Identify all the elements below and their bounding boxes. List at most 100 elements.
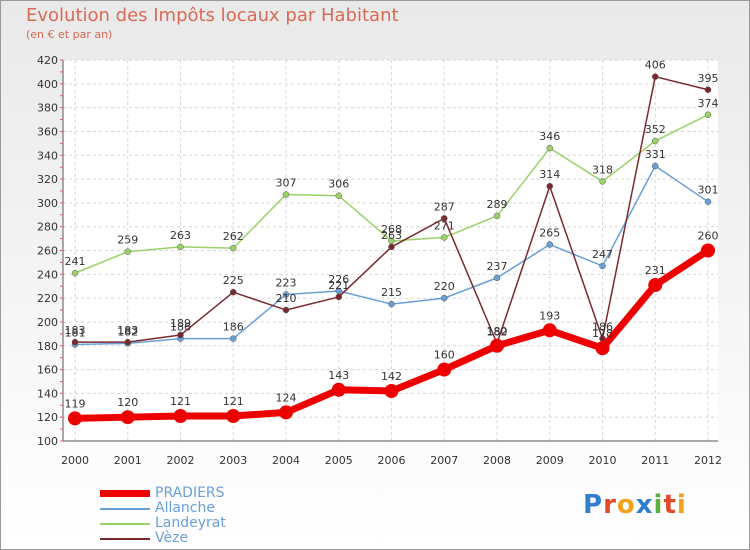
data-point [490,338,504,353]
y-tick-label: 220 [37,292,58,305]
y-tick-label: 320 [37,173,58,186]
data-label: 262 [223,230,244,243]
data-point [599,178,606,185]
data-point [120,410,135,425]
chart-subtitle: (en € et par an) [26,28,113,41]
data-point [71,338,79,346]
data-label: 331 [645,148,666,161]
data-point [177,331,184,339]
data-label: 289 [487,198,508,211]
data-label: 186 [592,321,613,334]
data-label: 189 [170,317,191,330]
data-point [384,383,399,398]
data-point [230,244,237,252]
proxiti-logo: Proxiti [583,490,687,520]
data-point [546,144,553,152]
x-tick-label: 2011 [641,454,669,467]
data-label: 186 [223,321,244,334]
data-label: 225 [223,274,244,287]
data-label: 182 [117,325,138,338]
data-label: 318 [592,163,613,176]
legend-swatch [100,508,150,510]
data-label: 210 [276,292,297,305]
y-tick-label: 340 [37,149,58,162]
legend-label: Vèze [155,530,189,546]
data-label: 346 [539,130,560,143]
data-point [441,234,448,241]
data-label: 121 [223,395,244,408]
data-point [173,408,188,423]
legend-swatch [100,490,150,497]
data-label: 223 [276,277,297,290]
data-point [331,382,346,397]
y-tick-label: 100 [37,435,58,448]
data-label: 265 [539,227,560,240]
data-label: 180 [487,325,508,338]
data-point [124,248,131,255]
data-point [599,262,606,270]
data-label: 263 [381,229,402,242]
data-label: 124 [276,391,297,404]
data-point [704,111,712,119]
data-point [546,182,553,190]
legend-item-pradiers: PRADIERS [100,485,330,501]
data-label: 181 [65,327,86,340]
data-label: 287 [434,200,455,213]
data-label: 215 [381,286,402,299]
legend-label: Allanche [155,500,215,516]
y-tick-label: 140 [37,387,58,400]
data-point [652,137,659,145]
y-tick-label: 280 [37,221,58,234]
y-tick-label: 200 [37,316,58,329]
data-label: 226 [328,273,349,286]
data-label: 142 [381,370,402,383]
data-point [652,162,659,170]
x-tick-label: 2002 [167,454,195,467]
y-tick-label: 240 [37,268,58,281]
legend-swatch [100,523,150,525]
y-tick-label: 160 [37,364,58,377]
data-point [493,274,501,282]
data-label: 259 [117,234,138,247]
data-point [71,269,79,277]
data-point [124,338,131,346]
x-tick-label: 2009 [536,454,564,467]
data-point [704,198,712,205]
data-point [542,323,557,338]
legend-label: Landeyrat [155,515,226,531]
data-label: 182 [487,325,508,338]
data-point [282,306,290,314]
x-tick-label: 2005 [325,454,353,467]
data-label: 237 [487,260,508,273]
data-point [388,243,395,251]
data-point [648,278,663,293]
data-label: 241 [65,255,86,268]
y-tick-label: 180 [37,340,58,353]
data-label: 119 [65,397,86,410]
data-label: 178 [592,327,613,340]
data-point [546,241,553,248]
data-point [282,291,290,298]
data-point [652,73,659,80]
data-label: 263 [170,229,191,242]
data-label: 183 [65,324,86,337]
data-point [282,191,290,198]
data-label: 306 [328,178,349,191]
data-label: 160 [434,349,455,362]
legend-label: PRADIERS [155,485,225,501]
x-tick-label: 2003 [219,454,247,467]
data-label: 395 [698,72,719,85]
data-label: 268 [381,223,402,236]
data-label: 231 [645,264,666,277]
data-point [335,293,342,301]
data-point [704,86,712,94]
data-label: 143 [328,369,349,382]
data-point [701,243,715,258]
x-tick-label: 2010 [589,454,617,467]
data-label: 352 [645,123,666,136]
data-label: 121 [170,395,191,408]
data-label: 307 [276,177,297,190]
y-tick-label: 380 [37,102,58,115]
data-point [230,288,237,296]
